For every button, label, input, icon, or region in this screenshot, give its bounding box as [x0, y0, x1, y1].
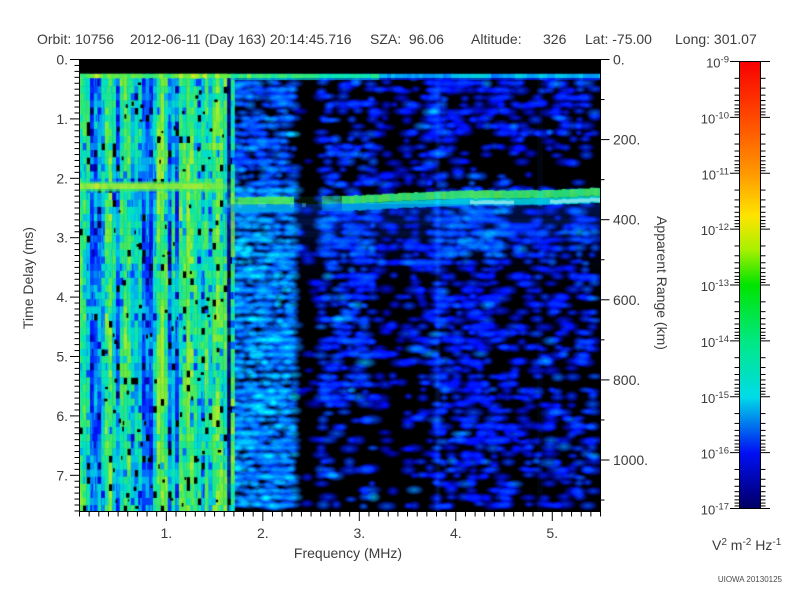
svg-text:4.: 4. — [450, 525, 462, 541]
svg-text:10-17: 10-17 — [701, 502, 729, 518]
svg-text:200.: 200. — [613, 132, 640, 148]
svg-text:10-13: 10-13 — [701, 278, 729, 294]
svg-text:5.: 5. — [546, 525, 558, 541]
svg-text:2.: 2. — [56, 170, 68, 186]
svg-text:10-12: 10-12 — [701, 222, 729, 238]
svg-text:5.: 5. — [56, 349, 68, 365]
svg-text:Time Delay (ms): Time Delay (ms) — [20, 227, 36, 329]
svg-text:10-15: 10-15 — [701, 390, 729, 406]
svg-text:4.: 4. — [56, 289, 68, 305]
svg-text:0.: 0. — [56, 52, 68, 68]
svg-text:10-10: 10-10 — [701, 110, 729, 126]
svg-text:V2 m-2 Hz-1: V2 m-2 Hz-1 — [712, 537, 782, 553]
svg-text:UIOWA 20130125: UIOWA 20130125 — [718, 575, 783, 584]
svg-text:Frequency (MHz): Frequency (MHz) — [294, 545, 402, 561]
svg-text:400.: 400. — [613, 212, 640, 228]
svg-text:1.: 1. — [160, 525, 172, 541]
svg-text:800.: 800. — [613, 372, 640, 388]
svg-text:2.: 2. — [257, 525, 269, 541]
svg-text:10-16: 10-16 — [701, 446, 729, 462]
svg-text:Apparent Range (km): Apparent Range (km) — [654, 216, 670, 350]
svg-text:1000.: 1000. — [613, 452, 648, 468]
svg-text:7.: 7. — [56, 467, 68, 483]
svg-text:10-9: 10-9 — [706, 55, 729, 71]
svg-text:1.: 1. — [56, 111, 68, 127]
svg-text:3.: 3. — [353, 525, 365, 541]
svg-text:10-11: 10-11 — [702, 166, 730, 182]
svg-text:3.: 3. — [56, 230, 68, 246]
svg-text:10-14: 10-14 — [701, 334, 729, 350]
svg-text:0.: 0. — [613, 52, 625, 68]
svg-text:600.: 600. — [613, 292, 640, 308]
svg-text:6.: 6. — [56, 408, 68, 424]
